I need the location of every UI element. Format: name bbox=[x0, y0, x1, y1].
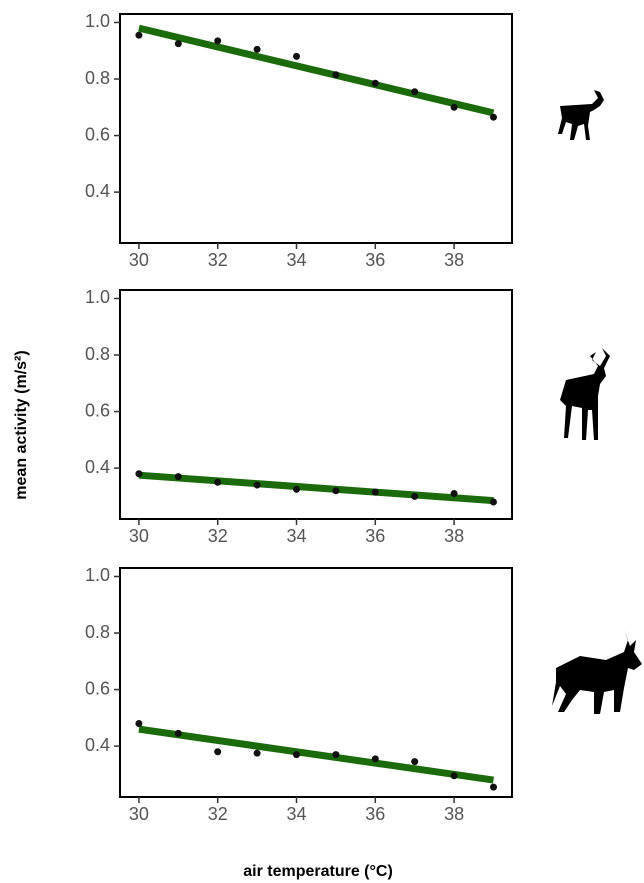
data-point bbox=[371, 79, 379, 87]
data-point bbox=[371, 755, 379, 763]
y-tick-label: 0.4 bbox=[85, 735, 110, 755]
x-tick-label: 36 bbox=[365, 804, 385, 824]
data-point bbox=[292, 52, 300, 60]
y-tick-label: 0.8 bbox=[85, 622, 110, 642]
gazelle-icon bbox=[558, 90, 604, 140]
x-axis-label: air temperature (°C) bbox=[243, 863, 393, 880]
x-tick-label: 38 bbox=[444, 526, 464, 546]
x-tick-label: 38 bbox=[444, 804, 464, 824]
y-tick-label: 0.6 bbox=[85, 678, 110, 698]
y-tick-label: 0.6 bbox=[85, 400, 110, 420]
fit-line bbox=[138, 725, 494, 784]
x-tick-label: 30 bbox=[129, 804, 149, 824]
data-point bbox=[135, 470, 143, 478]
data-point bbox=[214, 37, 222, 45]
data-point bbox=[135, 31, 143, 39]
fit-line bbox=[138, 24, 495, 117]
x-tick-label: 38 bbox=[444, 250, 464, 270]
x-tick-label: 32 bbox=[208, 526, 228, 546]
data-point bbox=[450, 103, 458, 111]
plot-frame bbox=[119, 13, 513, 244]
data-point bbox=[174, 473, 182, 481]
x-tick-label: 30 bbox=[129, 250, 149, 270]
data-point bbox=[292, 751, 300, 759]
x-tick-label: 34 bbox=[286, 526, 306, 546]
y-tick-label: 0.4 bbox=[85, 181, 110, 201]
x-tick-label: 36 bbox=[365, 250, 385, 270]
x-tick-label: 36 bbox=[365, 526, 385, 546]
data-point bbox=[332, 487, 340, 495]
x-tick-label: 30 bbox=[129, 526, 149, 546]
data-point bbox=[489, 498, 497, 506]
eland-icon bbox=[552, 630, 642, 714]
x-tick-label: 32 bbox=[208, 250, 228, 270]
data-point bbox=[411, 758, 419, 766]
data-point bbox=[253, 749, 261, 757]
y-tick-label: 1.0 bbox=[85, 565, 110, 585]
fit-line bbox=[138, 471, 494, 505]
plot-frame bbox=[119, 289, 513, 520]
y-tick-label: 1.0 bbox=[85, 11, 110, 31]
x-tick-label: 34 bbox=[286, 804, 306, 824]
data-point bbox=[174, 729, 182, 737]
data-point bbox=[292, 485, 300, 493]
y-axis-label: mean activity (m/s²) bbox=[13, 350, 30, 499]
data-point bbox=[411, 88, 419, 96]
y-tick-label: 0.4 bbox=[85, 457, 110, 477]
plot-frame bbox=[119, 567, 513, 798]
data-point bbox=[450, 490, 458, 498]
data-point bbox=[489, 783, 497, 791]
data-point bbox=[214, 748, 222, 756]
data-point bbox=[450, 772, 458, 780]
kudu-icon bbox=[560, 348, 610, 440]
y-tick-label: 0.8 bbox=[85, 68, 110, 88]
data-point bbox=[411, 492, 419, 500]
data-point bbox=[332, 71, 340, 79]
data-point bbox=[174, 40, 182, 48]
data-point bbox=[332, 751, 340, 759]
x-tick-label: 32 bbox=[208, 804, 228, 824]
y-tick-label: 0.6 bbox=[85, 124, 110, 144]
x-tick-label: 34 bbox=[286, 250, 306, 270]
data-point bbox=[371, 488, 379, 496]
y-tick-label: 0.8 bbox=[85, 344, 110, 364]
data-point bbox=[253, 481, 261, 489]
data-point bbox=[253, 45, 261, 53]
data-point bbox=[135, 719, 143, 727]
data-point bbox=[214, 478, 222, 486]
y-tick-label: 1.0 bbox=[85, 287, 110, 307]
data-point bbox=[489, 113, 497, 121]
